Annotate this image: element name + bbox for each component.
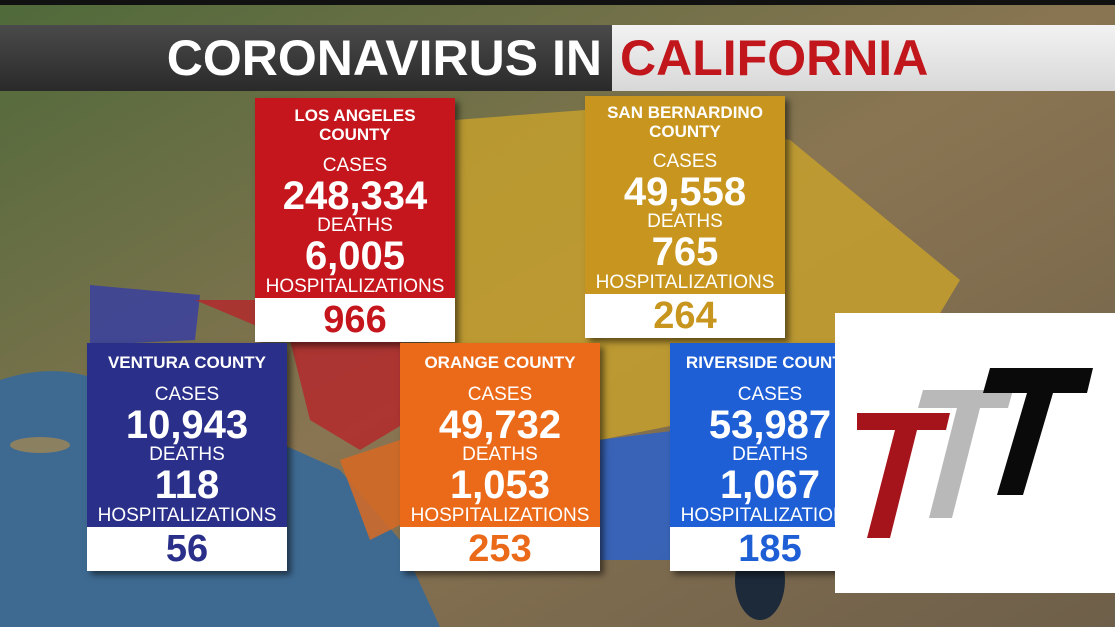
- cases-label: CASES: [467, 384, 533, 405]
- county-card: ORANGE COUNTY CASES 49,732 DEATHS 1,053 HOSPI…: [400, 343, 600, 571]
- deaths-label: DEATHS: [732, 444, 808, 465]
- cases-value: 49,732: [438, 403, 562, 447]
- hospitalizations-value: 56: [87, 527, 287, 571]
- hospitalizations-value: 264: [585, 294, 785, 338]
- cases-value: 10,943: [125, 403, 249, 447]
- hospitalizations-label: HOSPITALIZATIONS: [595, 272, 775, 293]
- cases-label: CASES: [154, 384, 220, 405]
- deaths-value: 118: [154, 463, 220, 507]
- county-stats: CASES 10,943 DEATHS 118 HOSPITALIZATIONS 56: [87, 381, 287, 571]
- deaths-value: 6,005: [304, 234, 406, 278]
- deaths-value: 765: [651, 230, 719, 274]
- hospitalizations-label: HOSPITALIZATIONS: [680, 505, 860, 526]
- deaths-label: DEATHS: [149, 444, 225, 465]
- cases-value: 248,334: [282, 174, 428, 218]
- county-name: LOS ANGELES COUNTY: [255, 98, 455, 152]
- county-name: VENTURA COUNTY: [87, 343, 287, 381]
- deaths-label: DEATHS: [317, 215, 393, 236]
- county-stats: CASES 49,558 DEATHS 765 HOSPITALIZATIONS 264: [585, 148, 785, 338]
- deaths-value: 1,067: [719, 463, 821, 507]
- cases-value: 53,987: [708, 403, 832, 447]
- hospitalizations-value: 253: [400, 527, 600, 571]
- title-left: CORONAVIRUS IN: [0, 25, 612, 91]
- cases-value: 49,558: [623, 170, 747, 214]
- title-right: CALIFORNIA: [612, 25, 1115, 91]
- county-name: SAN BERNARDINO COUNTY: [585, 96, 785, 148]
- cases-label: CASES: [652, 151, 718, 172]
- cases-label: CASES: [737, 384, 803, 405]
- deaths-value: 1,053: [449, 463, 551, 507]
- deaths-label: DEATHS: [462, 444, 538, 465]
- title-bar: CORONAVIRUS IN CALIFORNIA: [0, 25, 1115, 91]
- logo: [835, 313, 1115, 593]
- hospitalizations-label: HOSPITALIZATIONS: [410, 505, 590, 526]
- hospitalizations-label: HOSPITALIZATIONS: [97, 505, 277, 526]
- hospitalizations-value: 966: [255, 298, 455, 342]
- cases-label: CASES: [322, 155, 388, 176]
- county-card: VENTURA COUNTY CASES 10,943 DEATHS 118 HOSPIT…: [87, 343, 287, 571]
- county-card: SAN BERNARDINO COUNTY CASES 49,558 DEATHS 76…: [585, 96, 785, 338]
- county-card: LOS ANGELES COUNTY CASES 248,334 DEATHS 6,00…: [255, 98, 455, 342]
- hospitalizations-label: HOSPITALIZATIONS: [265, 276, 445, 297]
- county-stats: CASES 248,334 DEATHS 6,005 HOSPITALIZATIONS 9…: [255, 152, 455, 342]
- deaths-label: DEATHS: [647, 211, 723, 232]
- county-name: ORANGE COUNTY: [400, 343, 600, 381]
- county-stats: CASES 49,732 DEATHS 1,053 HOSPITALIZATIONS 25…: [400, 381, 600, 571]
